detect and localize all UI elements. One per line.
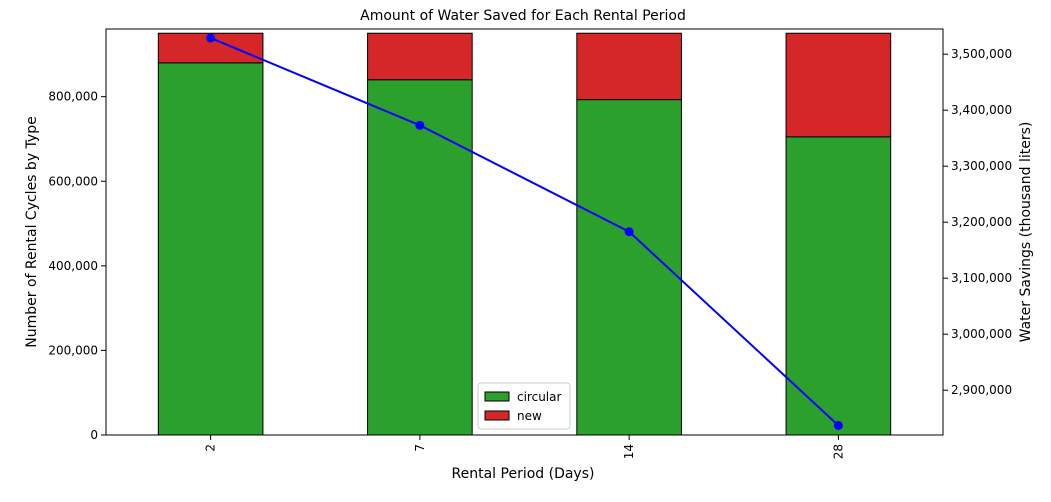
x-tick-label: 2 (204, 444, 218, 452)
chart-title: Amount of Water Saved for Each Rental Pe… (360, 8, 686, 24)
bar-circular-2 (157, 62, 264, 436)
y2-tick-label: 3,100,000 (951, 271, 1012, 285)
plot-frame (105, 28, 944, 436)
x-tick-label: 14 (622, 444, 636, 459)
plot-area: 0 200,000 400,000 600,000 800,000 2,900,000 3,… (48, 28, 1012, 459)
legend-label-circular: circular (517, 390, 561, 404)
x-tick-label: 28 (831, 444, 845, 459)
water-savings-point-14 (624, 227, 634, 237)
y-axis-title: Number of Rental Cycles by Type (24, 116, 40, 347)
y2-tick-label: 3,300,000 (951, 159, 1012, 173)
y-tick-label: 400,000 (48, 259, 98, 273)
water-savings-point-28 (833, 420, 843, 430)
bar-new-7 (367, 32, 473, 81)
legend-label-new: new (517, 409, 542, 423)
y2-tick-label: 3,400,000 (951, 103, 1012, 117)
y2-tick-label: 3,200,000 (951, 215, 1012, 229)
x-axis-title: Rental Period (Days) (452, 466, 595, 482)
y-tick-label: 200,000 (48, 343, 98, 357)
y-tick-label: 600,000 (48, 174, 98, 188)
bar-circular-7 (367, 79, 473, 436)
y-tick-label: 800,000 (48, 90, 98, 104)
legend-swatch-new (484, 410, 510, 421)
y2-tick-label: 3,500,000 (951, 47, 1012, 61)
y-tick-label: 0 (90, 428, 98, 442)
water-savings-line (210, 37, 840, 427)
water-savings-point-2 (206, 33, 216, 43)
legend-swatch-circular (484, 391, 510, 402)
bar-new-28 (785, 32, 892, 138)
bar-new-14 (576, 32, 682, 101)
y2-tick-label: 2,900,000 (951, 383, 1012, 397)
bar-circular-28 (785, 136, 892, 436)
x-tick-label: 7 (413, 444, 427, 452)
water-savings-point-7 (415, 120, 425, 130)
bar-circular-14 (576, 99, 682, 436)
y2-axis-title: Water Savings (thousand liters) (1018, 122, 1034, 343)
y2-tick-label: 3,000,000 (951, 327, 1012, 341)
